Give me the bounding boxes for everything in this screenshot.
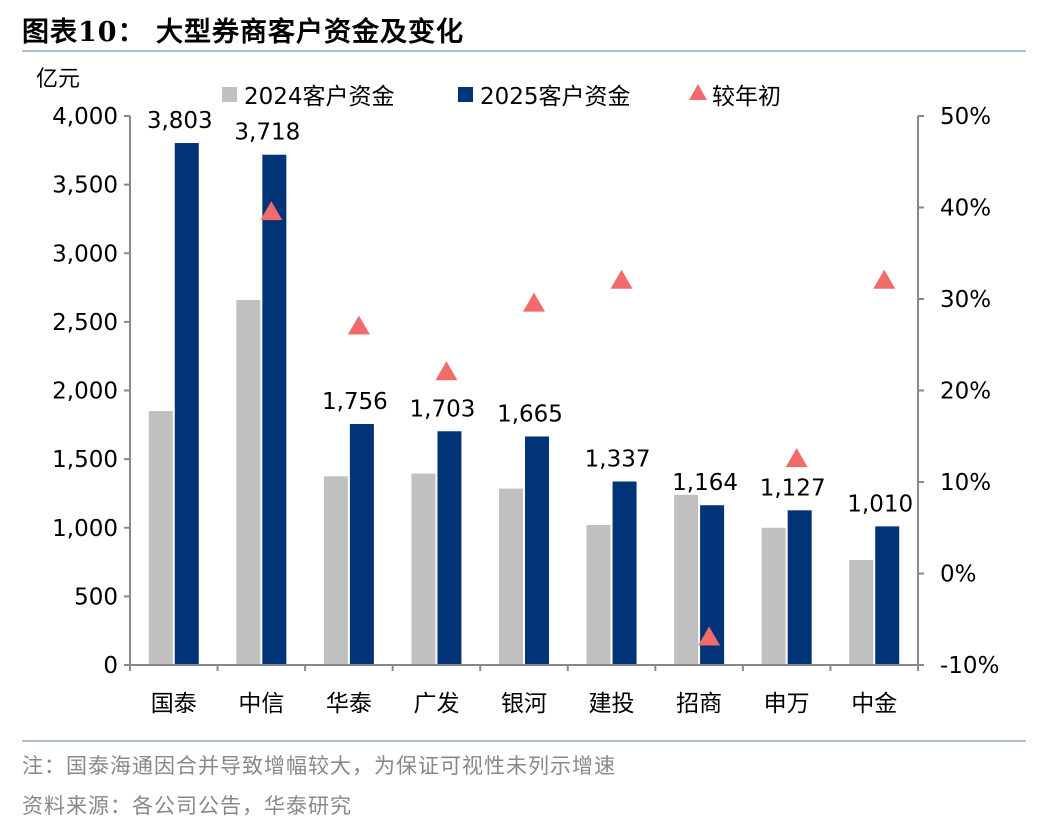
x-tick-label: 中金 bbox=[851, 691, 897, 717]
x-tick-label: 华泰 bbox=[326, 691, 372, 717]
footer-divider bbox=[22, 740, 1026, 742]
data-label-2025: 1,337 bbox=[585, 446, 651, 472]
y-tick-label: 3,000 bbox=[52, 241, 118, 267]
legend-swatch bbox=[222, 87, 237, 102]
figure-title: 图表10： 大型券商客户资金及变化 bbox=[22, 17, 464, 48]
bar-2024 bbox=[148, 411, 173, 665]
x-tick-label: 建投 bbox=[589, 691, 635, 717]
change-marker bbox=[698, 626, 721, 646]
bar-2025 bbox=[262, 154, 287, 665]
x-tick-label: 国泰 bbox=[151, 691, 197, 717]
change-marker bbox=[435, 361, 458, 381]
x-tick-label: 中信 bbox=[238, 691, 284, 717]
data-label-2025: 1,010 bbox=[847, 491, 913, 517]
y2-tick-label: 50% bbox=[940, 104, 991, 130]
y2-tick-label: 0% bbox=[940, 562, 977, 588]
y2-tick-label: 10% bbox=[940, 470, 991, 496]
bar-2025 bbox=[612, 481, 637, 665]
bar-2024 bbox=[323, 476, 348, 665]
bar-2025 bbox=[525, 436, 549, 665]
data-label-2025: 1,164 bbox=[672, 470, 738, 496]
data-label-2025: 1,703 bbox=[410, 396, 476, 422]
y-tick-label: 3,500 bbox=[52, 173, 118, 199]
footnote: 注：国泰海通因合并导致增幅较大，为保证可视性未列示增速 bbox=[22, 754, 616, 778]
bar-2025 bbox=[875, 526, 900, 665]
change-marker bbox=[523, 292, 545, 312]
data-label-2025: 1,756 bbox=[322, 389, 388, 415]
y2-tick-label: -10% bbox=[940, 653, 999, 679]
legend-swatch bbox=[458, 87, 473, 102]
bar-2025 bbox=[174, 143, 199, 665]
bar-2025 bbox=[787, 510, 812, 665]
change-marker bbox=[873, 269, 896, 289]
y2-tick-label: 30% bbox=[940, 287, 991, 313]
x-tick-label: 银河 bbox=[501, 691, 547, 717]
data-label-2025: 3,803 bbox=[147, 108, 213, 134]
bar-2024 bbox=[761, 527, 786, 665]
data-label-2025: 3,718 bbox=[234, 120, 300, 146]
data-label-2025: 1,665 bbox=[497, 401, 563, 427]
y-axis-unit: 亿元 bbox=[36, 67, 80, 92]
data-label-2025: 1,127 bbox=[760, 475, 826, 501]
y-tick-label: 4,000 bbox=[52, 104, 118, 130]
change-marker bbox=[610, 269, 633, 289]
bar-2024 bbox=[499, 488, 523, 665]
legend-swatch bbox=[689, 84, 707, 100]
y-tick-label: 2,500 bbox=[52, 310, 118, 336]
bar-2024 bbox=[849, 560, 874, 665]
y-tick-label: 500 bbox=[74, 584, 118, 610]
legend-label: 2025客户资金 bbox=[480, 84, 631, 110]
y-tick-label: 0 bbox=[103, 653, 118, 679]
x-tick-label: 招商 bbox=[676, 691, 722, 717]
legend-label: 2024客户资金 bbox=[244, 84, 395, 110]
y-tick-label: 2,000 bbox=[52, 379, 118, 405]
bar-2024 bbox=[586, 525, 611, 665]
x-tick-label: 广发 bbox=[413, 691, 459, 717]
bar-2025 bbox=[349, 423, 374, 665]
title-divider bbox=[22, 50, 1026, 52]
change-marker bbox=[260, 201, 283, 221]
bar-2025 bbox=[437, 431, 462, 665]
y-tick-label: 1,500 bbox=[52, 447, 118, 473]
x-tick-label: 申万 bbox=[764, 691, 810, 717]
client-funds-chart: 3,803 国泰 3,718 中信 1,756 华泰 1,703 广发 1,665 银河 1,337… bbox=[36, 67, 999, 717]
y2-tick-label: 20% bbox=[940, 379, 991, 405]
change-marker bbox=[785, 448, 808, 468]
source-note: 资料来源：各公司公告，华泰研究 bbox=[22, 794, 352, 818]
legend-label: 较年初 bbox=[712, 84, 781, 110]
y-tick-label: 1,000 bbox=[52, 516, 118, 542]
change-marker bbox=[347, 315, 370, 335]
y2-tick-label: 40% bbox=[940, 196, 991, 222]
bar-2024 bbox=[411, 473, 436, 665]
bar-2024 bbox=[236, 299, 261, 665]
bar-2024 bbox=[674, 494, 699, 665]
